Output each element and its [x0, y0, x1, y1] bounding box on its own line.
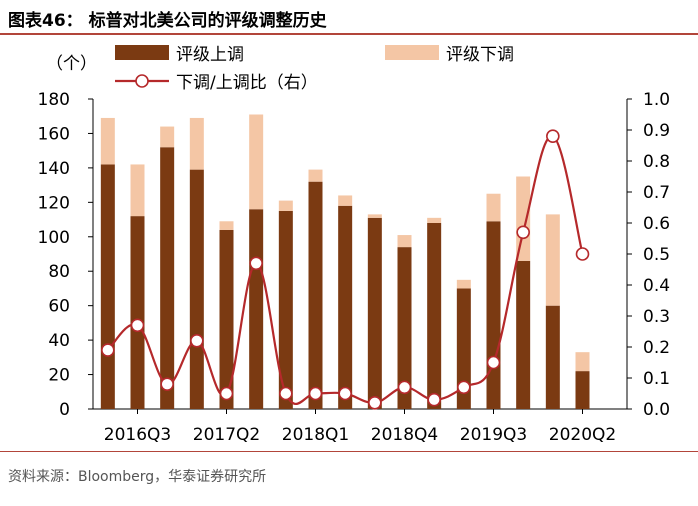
left-tick-label: 0: [59, 400, 70, 420]
footer-rule: [0, 451, 698, 452]
legend-swatch-downgrade: [385, 45, 439, 60]
left-axis-unit-label: （个）: [46, 54, 97, 74]
bar-downgrade-2016Q1: [100, 117, 115, 165]
bar-upgrade-2016Q4: [189, 169, 204, 409]
bar-downgrade-2019Q2: [486, 193, 501, 222]
ratio-point-2019Q1: [457, 380, 471, 395]
x-tick-label: 2018Q4: [371, 425, 438, 445]
left-tick-label: 100: [38, 228, 70, 248]
bar-downgrade-2019Q4: [545, 214, 560, 306]
right-tick-label: 0.6: [643, 214, 670, 234]
ratio-point-2017Q2: [249, 256, 263, 271]
left-tick-label: 20: [48, 366, 70, 386]
right-tick-label: 0.0: [643, 400, 670, 420]
bar-downgrade-2016Q2: [130, 164, 145, 217]
bar-downgrade-2019Q3: [516, 176, 531, 261]
bar-upgrade-2018Q3: [397, 247, 412, 409]
right-tick-label: 0.1: [643, 369, 670, 389]
legend-swatch-ratio-marker: [135, 74, 149, 88]
right-tick-label: 0.4: [643, 276, 670, 296]
ratio-point-2017Q1: [219, 386, 234, 401]
ratio-point-2019Q3: [516, 225, 530, 240]
right-tick-label: 0.3: [643, 307, 670, 327]
bar-downgrade-2019Q1: [456, 279, 471, 289]
bar-upgrade-2016Q2: [130, 216, 145, 409]
bar-upgrade-2017Q2: [249, 209, 264, 409]
title-rule: [0, 33, 698, 35]
x-tick-label: 2020Q2: [549, 425, 616, 445]
axes: 0 20 40 60 80 100 120 140 160 180 0.0 0.1 0.2 0.3 0.4 0…: [38, 54, 671, 445]
ratio-point-2018Q2: [368, 395, 382, 410]
bar-upgrade-2019Q4: [545, 305, 560, 409]
bar-upgrade-2020Q1: [575, 371, 590, 409]
left-tick-label: 180: [38, 90, 70, 110]
ratio-point-2018Q4: [427, 392, 441, 407]
figure-header: 图表46： 标普对北美公司的评级调整历史: [0, 0, 698, 35]
ratio-point-2019Q2: [486, 355, 501, 370]
bar-upgrade-2017Q4: [308, 181, 323, 409]
bar-upgrade-2017Q1: [219, 229, 234, 409]
x-tick-label: 2017Q2: [193, 425, 260, 445]
right-tick-label: 0.2: [643, 338, 670, 358]
left-tick-label: 40: [48, 331, 70, 351]
bar-upgrade-2016Q3: [160, 147, 175, 409]
x-tick-label: 2018Q1: [282, 425, 349, 445]
bar-downgrade-2017Q3: [278, 200, 293, 211]
right-tick-label: 0.7: [643, 183, 670, 203]
ratio-point-2016Q2: [130, 318, 145, 333]
bar-downgrade-2016Q4: [189, 117, 204, 170]
legend-label-upgrade: 评级上调: [176, 45, 244, 65]
bar-downgrade-2017Q2: [249, 114, 264, 210]
bar-downgrade-2018Q3: [397, 235, 412, 248]
bar-upgrade-2018Q4: [427, 223, 442, 409]
bars: [100, 114, 590, 409]
ratio-point-2016Q3: [160, 377, 174, 392]
bar-upgrade-2019Q1: [456, 288, 471, 409]
ratio-line-group: [101, 129, 590, 410]
ratio-point-2016Q4: [190, 333, 204, 348]
bar-upgrade-2018Q1: [338, 205, 353, 409]
bar-upgrade-2018Q2: [367, 217, 382, 409]
left-tick-label: 160: [38, 124, 70, 144]
ratio-point-2017Q3: [279, 386, 293, 401]
bar-downgrade-2016Q3: [160, 126, 175, 148]
right-tick-label: 0.5: [643, 245, 670, 265]
legend-label-downgrade: 评级下调: [446, 45, 514, 65]
figure-title: 图表46： 标普对北美公司的评级调整历史: [8, 11, 327, 31]
bar-downgrade-2017Q1: [219, 221, 234, 230]
bar-downgrade-2018Q2: [367, 214, 382, 218]
ratio-point-2016Q1: [101, 343, 115, 357]
x-tick-label: 2016Q3: [104, 425, 171, 445]
x-tick-label: 2019Q3: [460, 425, 527, 445]
bar-downgrade-2017Q4: [308, 169, 323, 182]
right-tick-label: 0.9: [643, 121, 670, 141]
ratio-point-2020Q1: [575, 247, 590, 261]
left-tick-label: 80: [48, 262, 70, 282]
ratio-point-2018Q1: [338, 386, 352, 401]
bar-upgrade-2019Q2: [486, 221, 501, 409]
legend-label-ratio: 下调/上调比（右）: [176, 73, 318, 93]
left-tick-label: 140: [38, 159, 70, 179]
bar-upgrade-2017Q3: [278, 210, 293, 409]
right-tick-label: 0.8: [643, 152, 670, 172]
bar-upgrade-2016Q1: [100, 164, 115, 409]
bar-downgrade-2018Q4: [427, 217, 442, 223]
left-tick-label: 120: [38, 193, 70, 213]
bar-downgrade-2018Q1: [338, 195, 353, 206]
legend-swatch-upgrade: [115, 45, 169, 60]
ratio-point-2019Q4: [546, 129, 560, 143]
left-tick-label: 60: [48, 297, 70, 317]
bar-downgrade-2020Q1: [575, 352, 590, 372]
source-note: 资料来源：Bloomberg，华泰证券研究所: [8, 469, 267, 485]
ratio-point-2018Q3: [397, 380, 412, 395]
right-tick-label: 1.0: [643, 90, 670, 110]
bar-upgrade-2019Q3: [516, 260, 531, 409]
ratio-point-2017Q4: [308, 386, 323, 401]
